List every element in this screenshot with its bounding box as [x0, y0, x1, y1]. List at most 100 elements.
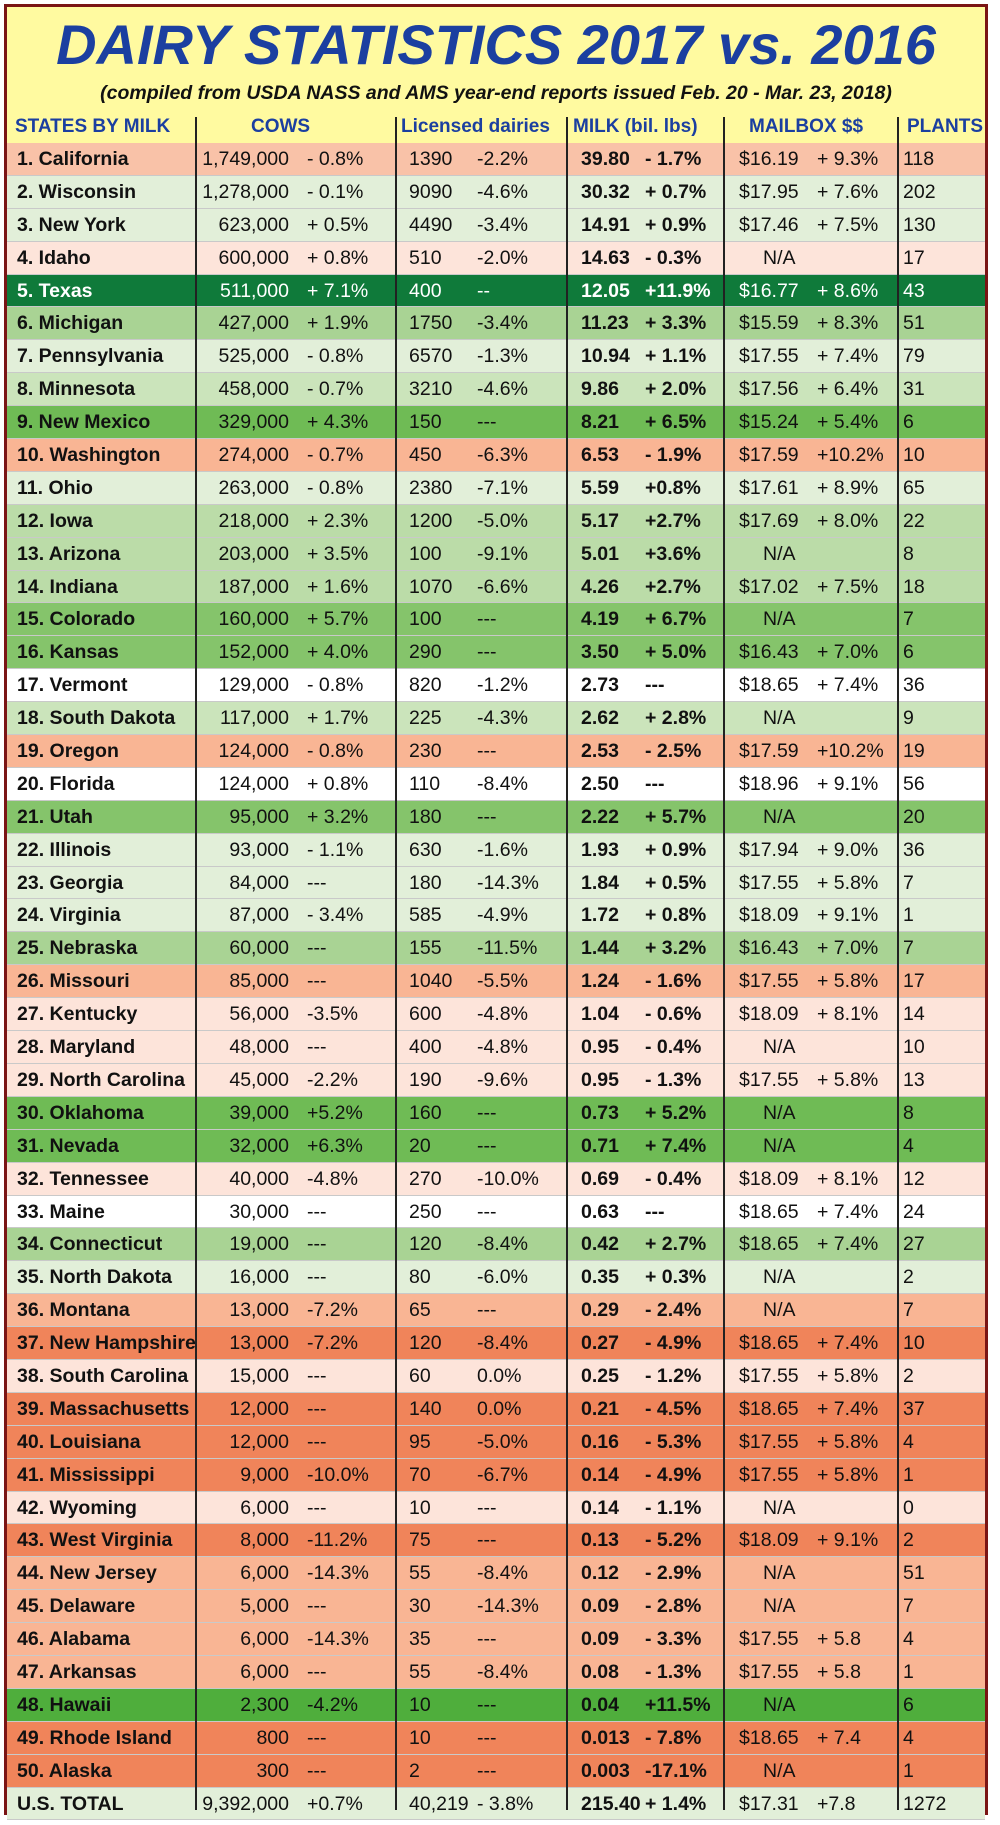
- mailbox-price: $18.65: [739, 1233, 799, 1256]
- state-name: 9. New Mexico: [17, 411, 151, 434]
- milk-change: - 7.8%: [645, 1726, 702, 1749]
- licensed-count: 400: [409, 279, 442, 302]
- cows-cell: 329,000 + 4.3%: [203, 406, 383, 438]
- cows-change: ---: [307, 937, 327, 960]
- milk-volume: 39.80: [581, 148, 630, 170]
- milk-change: - 1.3%: [645, 1068, 702, 1091]
- licensed-count: 450: [409, 444, 442, 467]
- milk-cell: 0.21 - 4.5%: [573, 1393, 723, 1425]
- licensed-cell: 65 ---: [401, 1294, 561, 1326]
- mailbox-change: + 9.1%: [817, 1529, 879, 1552]
- cows-cell: 12,000 ---: [203, 1426, 383, 1458]
- cows-count: 95,000: [229, 805, 289, 828]
- cows-cell: 300 ---: [203, 1755, 383, 1787]
- milk-volume: 3.50: [581, 641, 619, 664]
- licensed-count: 100: [409, 542, 442, 565]
- cows-change: ---: [307, 1726, 327, 1749]
- licensed-count: 820: [409, 674, 442, 697]
- table-row: 40. Louisiana 12,000 --- 95 -5.0% 0.16 - 5.3% $…: [7, 1425, 985, 1459]
- milk-cell: 0.69 - 0.4%: [573, 1163, 723, 1195]
- plants-count: 1: [903, 1759, 914, 1782]
- mailbox-change: + 5.8: [817, 1628, 861, 1651]
- milk-volume: 2.22: [581, 805, 619, 828]
- milk-change: + 7.4%: [645, 1134, 707, 1157]
- column-divider: [897, 117, 899, 1810]
- cows-cell: 30,000 ---: [203, 1196, 383, 1228]
- licensed-count: 110: [409, 772, 441, 795]
- plants-count: 8: [903, 542, 914, 565]
- licensed-count: 180: [409, 805, 442, 828]
- licensed-count: 120: [409, 1332, 442, 1355]
- cows-change: + 0.5%: [307, 213, 369, 236]
- licensed-change: -9.6%: [477, 1068, 528, 1091]
- mailbox-change: + 8.6%: [817, 279, 879, 302]
- licensed-cell: 10 ---: [401, 1689, 561, 1721]
- table-row: 10. Washington 274,000 - 0.7% 450 -6.3% 6.53 -…: [7, 439, 985, 472]
- milk-volume: 5.01: [581, 542, 619, 565]
- milk-volume: 1.93: [581, 838, 619, 861]
- licensed-count: 30: [409, 1595, 431, 1618]
- table-row: 24. Virginia 87,000 - 3.4% 585 -4.9% 1.72 + 0.…: [7, 899, 985, 933]
- licensed-cell: 820 -1.2%: [401, 669, 561, 701]
- state-name: 11. Ohio: [17, 476, 93, 499]
- table-row: 25. Nebraska 60,000 --- 155 -11.5% 1.44 + 3.2%…: [7, 932, 985, 966]
- mailbox-cell: $18.65 + 7.4%: [729, 1196, 899, 1228]
- milk-change: - 4.9%: [645, 1332, 702, 1355]
- licensed-count: 1390: [409, 148, 453, 170]
- plants-count: 7: [903, 1299, 914, 1322]
- plants-count: 130: [903, 213, 936, 236]
- cows-cell: 160,000 + 5.7%: [203, 603, 383, 635]
- milk-volume: 9.86: [581, 378, 619, 401]
- mailbox-cell: $17.59 +10.2%: [729, 735, 899, 767]
- milk-change: + 5.2%: [645, 1101, 707, 1124]
- licensed-change: --: [477, 279, 490, 302]
- licensed-count: 1200: [409, 509, 453, 532]
- milk-volume: 0.73: [581, 1101, 619, 1124]
- milk-change: + 0.9%: [645, 213, 707, 236]
- cows-count: 12,000: [229, 1397, 289, 1420]
- mailbox-cell: $18.09 + 9.1%: [729, 899, 899, 931]
- milk-cell: 1.44 + 3.2%: [573, 932, 723, 964]
- state-name: 12. Iowa: [17, 509, 93, 532]
- cows-count: 152,000: [218, 641, 290, 664]
- licensed-cell: 190 -9.6%: [401, 1064, 561, 1096]
- mailbox-cell: $16.77 + 8.6%: [729, 275, 899, 307]
- milk-cell: 1.72 + 0.8%: [573, 899, 723, 931]
- cows-count: 15,000: [229, 1364, 289, 1387]
- licensed-change: -3.4%: [477, 213, 528, 236]
- state-name: 33. Maine: [17, 1200, 105, 1223]
- milk-volume: 0.09: [581, 1628, 619, 1651]
- header-state: STATES BY MILK: [15, 116, 171, 137]
- milk-cell: 5.01 +3.6%: [573, 538, 723, 570]
- milk-change: - 2.8%: [645, 1595, 702, 1618]
- licensed-change: -1.2%: [477, 674, 528, 697]
- licensed-cell: 1750 -3.4%: [401, 307, 561, 339]
- cows-cell: 6,000 -14.3%: [203, 1623, 383, 1655]
- mailbox-price: $18.09: [739, 1003, 799, 1026]
- state-name: 18. South Dakota: [17, 707, 176, 730]
- cows-count: 1,749,000: [202, 148, 289, 170]
- licensed-count: 2380: [409, 476, 453, 499]
- mailbox-cell: $18.65 + 7.4%: [729, 1228, 899, 1260]
- licensed-cell: 155 -11.5%: [401, 932, 561, 964]
- mailbox-price: $17.59: [739, 444, 799, 467]
- mailbox-change: + 6.4%: [817, 378, 879, 401]
- licensed-change: -4.6%: [477, 378, 528, 401]
- mailbox-price: N/A: [763, 608, 796, 631]
- table-row: 19. Oregon 124,000 - 0.8% 230 --- 2.53 - 2.5% $…: [7, 735, 985, 768]
- licensed-cell: 120 -8.4%: [401, 1228, 561, 1260]
- milk-volume: 2.50: [581, 772, 619, 795]
- mailbox-change: + 9.1%: [817, 904, 879, 927]
- milk-cell: 2.62 + 2.8%: [573, 702, 723, 734]
- cows-cell: 152,000 + 4.0%: [203, 636, 383, 668]
- state-name: 39. Massachusetts: [17, 1397, 190, 1420]
- milk-change: - 4.5%: [645, 1397, 702, 1420]
- licensed-change: ---: [477, 641, 497, 664]
- mailbox-change: + 7.4%: [817, 1233, 879, 1256]
- cows-change: +6.3%: [307, 1134, 363, 1157]
- mailbox-change: + 7.5%: [817, 213, 879, 236]
- licensed-count: 75: [409, 1529, 431, 1552]
- table-row: 26. Missouri 85,000 --- 1040 -5.5% 1.24 - 1.6%…: [7, 965, 985, 999]
- licensed-count: 140: [409, 1397, 442, 1420]
- licensed-change: -4.8%: [477, 1036, 528, 1059]
